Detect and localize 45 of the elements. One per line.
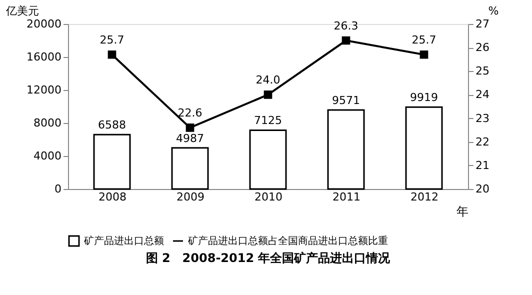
data-label: 4987 [176,132,204,145]
data-label: 9919 [410,91,438,104]
y2-tick-label: 20 [476,182,490,196]
y2-tick-label: 27 [476,18,490,30]
x-tick-label: 2009 [176,190,204,204]
y-tick-label: 4000 [34,150,62,162]
data-label: 9571 [332,94,360,108]
point [420,50,428,59]
y2-tick-label: 25 [476,64,490,78]
x-axis-title: 年 [456,204,468,218]
point [108,50,116,59]
y-tick-label: 8000 [34,116,62,130]
y-tick-label: 0 [54,182,62,196]
y-tick-label: 12000 [26,84,62,96]
data-label: 25.7 [100,34,124,47]
data-label: 24.0 [256,74,280,87]
x-tick-label: 2008 [98,190,126,204]
legend-label: 矿产品进出口总额占全国商品进出口总额比重 [187,235,388,247]
point [264,90,272,99]
x-tick-label: 2012 [410,190,438,204]
data-label: 6588 [98,118,126,132]
y2-tick-label: 24 [476,88,490,102]
x-tick-label: 2010 [254,190,282,204]
bar [405,106,443,190]
y-axis-title: 亿美元 [5,4,40,18]
bar [249,129,287,190]
bar [171,147,209,190]
data-label: 26.3 [334,20,358,32]
data-label: 22.6 [178,106,202,120]
bar [327,109,365,190]
y2-axis-title: % [488,4,499,18]
text: 图 2 2008-2012 年全国矿产品进出口情况 [146,251,392,265]
y-tick-label: 16000 [26,50,62,64]
bar [93,134,131,190]
y2-tick-label: 21 [476,158,490,172]
legend-label: 矿产品进出口总额 [83,235,164,247]
y-tick-label: 20000 [26,18,62,30]
data-label: 25.7 [412,34,436,47]
data-label: 7125 [254,114,282,128]
y2-tick-label: 22 [476,135,490,148]
point [342,36,350,45]
y2-tick-label: 23 [476,112,490,125]
point [186,124,194,132]
x-tick-label: 2011 [332,190,360,204]
y2-tick-label: 26 [476,41,490,54]
